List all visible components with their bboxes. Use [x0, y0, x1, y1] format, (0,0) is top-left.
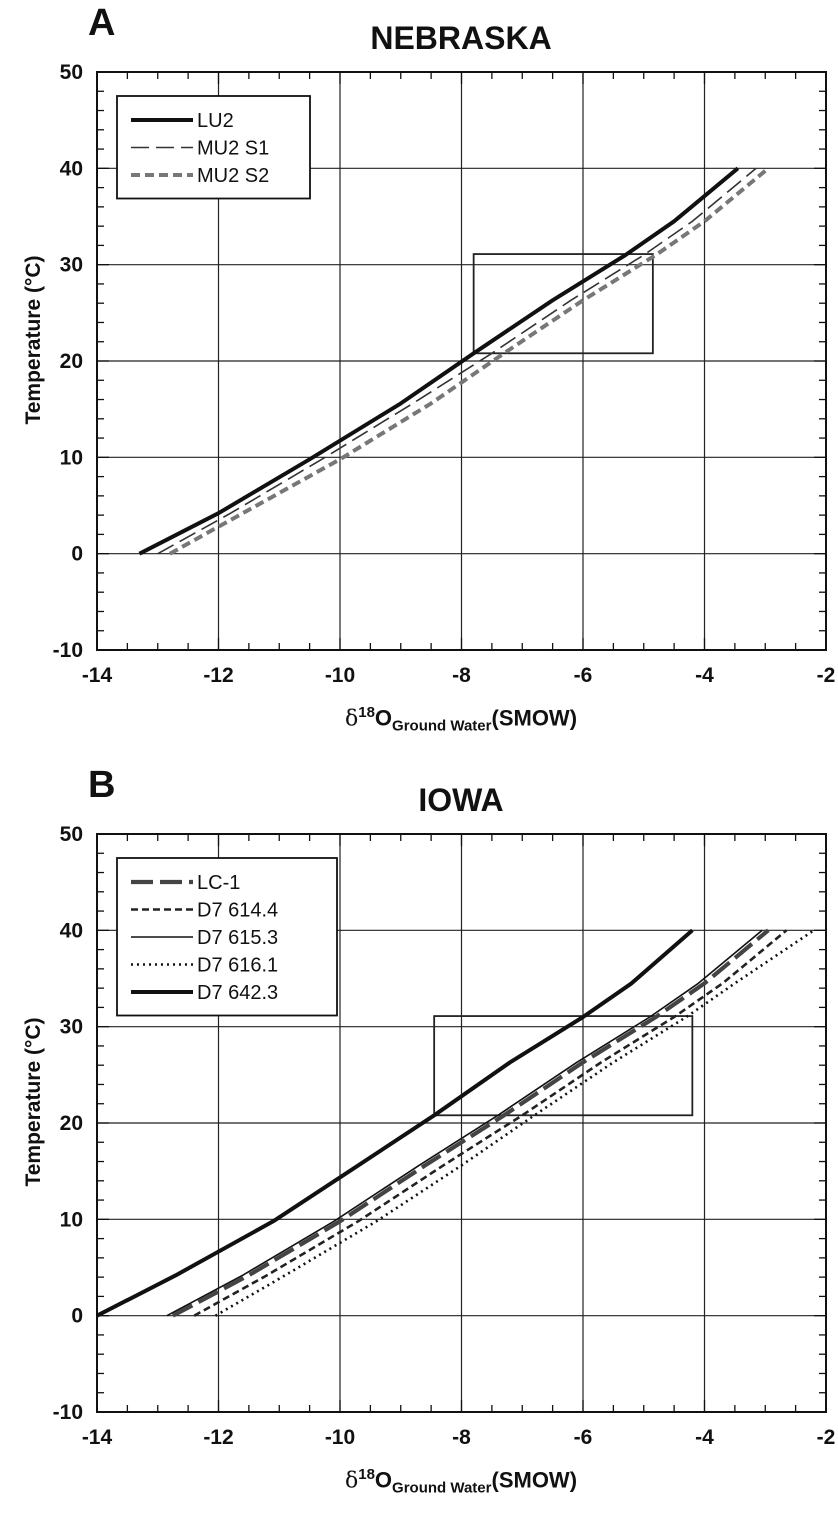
x-tick-label: -14 [82, 1426, 113, 1449]
legend-label: D7 615.3 [197, 927, 278, 949]
y-tick-label: 50 [60, 61, 83, 84]
legend-label: D7 642.3 [197, 982, 278, 1004]
y-axis-label: Temperature (°C) [22, 255, 45, 425]
legend-label: D7 614.4 [197, 900, 278, 922]
x-tick-label: -12 [203, 664, 233, 687]
legend-label: D7 616.1 [197, 955, 278, 977]
panel-label: B [88, 764, 116, 806]
x-label-delta: δ [344, 706, 359, 732]
x-tick-label: -12 [203, 1426, 233, 1449]
series-line [214, 929, 815, 1317]
series-line [166, 929, 763, 1317]
y-tick-label: -10 [53, 1401, 83, 1424]
x-tick-label: -8 [452, 1426, 471, 1449]
y-tick-label: 0 [71, 1305, 83, 1328]
y-tick-label: 0 [71, 543, 83, 566]
legend-label: LC-1 [197, 872, 240, 894]
series-line [157, 167, 757, 555]
x-tick-label: -6 [574, 1426, 593, 1449]
range-box [472, 253, 654, 355]
series-line [171, 928, 770, 1318]
x-label-delta: δ [344, 1468, 359, 1494]
chart-panel-b: -14 -12 -10 -8 -6 -4 -2 -10 0 10 20 30 40 50 LC-1 D7 61… [0, 762, 838, 1524]
panel-label: A [88, 2, 116, 44]
legend-box [116, 95, 311, 200]
plot-frame [96, 833, 827, 1413]
legend-label: MU2 S2 [197, 165, 269, 187]
x-label-sub: Ground Water [392, 1479, 492, 1497]
x-tick-label: -2 [817, 1426, 836, 1449]
chart-svg-a: -14 -12 -10 -8 -6 -4 -2 -10 0 10 20 30 40 50 LU2 MU2 S1… [53, 61, 836, 687]
legend-label: LU2 [197, 110, 234, 132]
series-line [138, 166, 740, 556]
x-label-suffix: (SMOW) [491, 705, 578, 731]
chart-title: IOWA [418, 782, 504, 818]
x-label-main: O [374, 705, 393, 731]
x-label-sub: Ground Water [392, 717, 492, 735]
y-axis-label: Temperature (°C) [22, 1017, 45, 1187]
x-tick-label: -10 [325, 664, 355, 687]
y-tick-label: 20 [60, 1112, 83, 1135]
y-tick-label: 10 [60, 446, 83, 469]
x-label-main: O [374, 1467, 393, 1493]
x-tick-label: -2 [817, 664, 836, 687]
x-label-suffix: (SMOW) [491, 1467, 578, 1493]
series-line [96, 928, 694, 1318]
x-axis-label: δ18OGround Water(SMOW) [345, 1466, 577, 1497]
x-tick-label: -4 [695, 664, 714, 687]
y-tick-label: 30 [60, 1016, 83, 1039]
y-tick-label: 50 [60, 823, 83, 846]
y-tick-label: 30 [60, 254, 83, 277]
range-box [433, 1015, 694, 1117]
y-tick-label: 40 [60, 157, 83, 180]
y-tick-label: 20 [60, 350, 83, 373]
y-tick-label: 10 [60, 1208, 83, 1231]
y-tick-label: 40 [60, 919, 83, 942]
x-axis-label: δ18OGround Water(SMOW) [345, 704, 577, 735]
x-tick-label: -14 [82, 664, 113, 687]
y-tick-label: -10 [53, 639, 83, 662]
legend-label: MU2 S1 [197, 138, 269, 160]
chart-title: NEBRASKA [370, 20, 552, 56]
x-tick-label: -8 [452, 664, 471, 687]
x-label-sup: 18 [358, 1466, 375, 1483]
chart-svg-b: -14 -12 -10 -8 -6 -4 -2 -10 0 10 20 30 40 50 LC-1 D7 61… [53, 823, 836, 1449]
chart-panel-a: -14 -12 -10 -8 -6 -4 -2 -10 0 10 20 30 40 50 LU2 MU2 S1… [22, 2, 836, 735]
x-label-sup: 18 [358, 704, 375, 721]
x-tick-label: -10 [325, 1426, 355, 1449]
plot-frame [96, 71, 827, 651]
x-tick-label: -4 [695, 1426, 714, 1449]
series-line [168, 166, 770, 556]
x-tick-label: -6 [574, 664, 593, 687]
